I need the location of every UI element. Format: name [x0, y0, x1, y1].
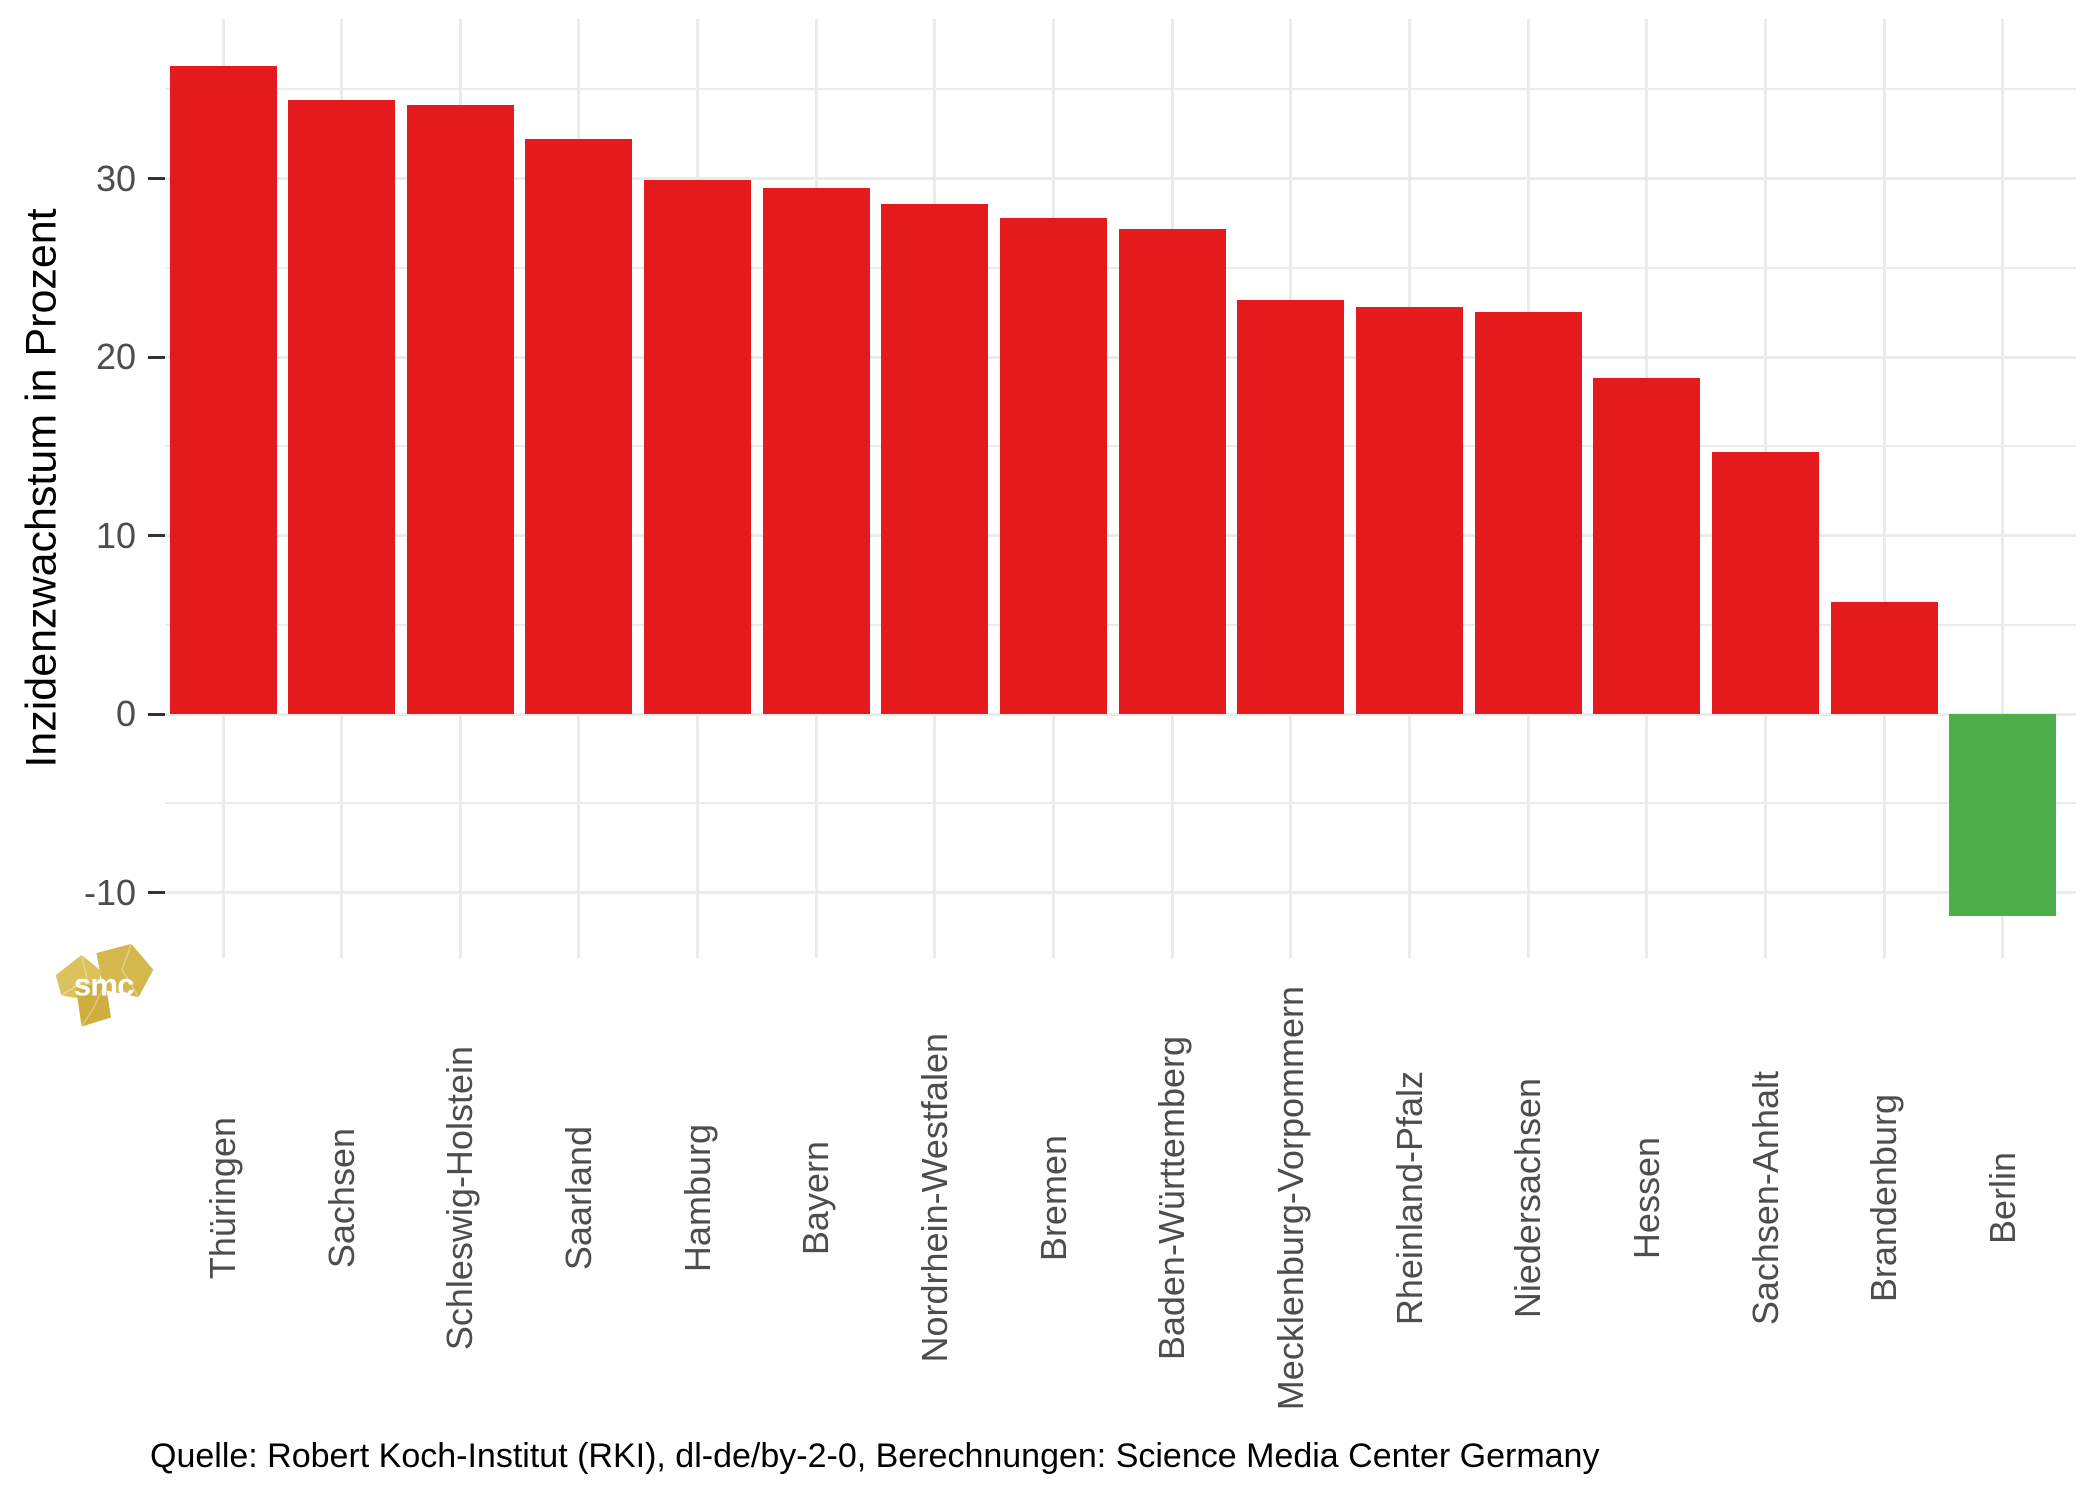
y-tick-label: 0	[115, 693, 136, 735]
major-gridline	[165, 891, 2076, 895]
bar-Hessen	[1593, 378, 1701, 715]
x-tick-label-text: Berlin	[1981, 1151, 2023, 1245]
x-tick-label-text: Niedersachsen	[1507, 1077, 1549, 1319]
bar-Hamburg	[644, 180, 752, 715]
logo-facet-line	[60, 954, 88, 996]
x-tick-label-text: Mecklenburg-Vorpommern	[1269, 985, 1311, 1411]
y-tick-mark	[148, 712, 165, 716]
y-tick-label: -10	[83, 871, 136, 913]
bar-Baden-Württemberg	[1118, 228, 1226, 715]
vertical-gridline	[2001, 19, 2005, 958]
y-tick-mark	[148, 534, 165, 538]
logo-facet-right	[96, 943, 154, 998]
bar-Schleswig-Holstein	[406, 105, 514, 715]
y-tick-label: 10	[95, 514, 136, 556]
x-tick-label-text: Saarland	[557, 1125, 599, 1271]
logo-text: smc	[74, 967, 134, 1002]
bar-Bayern	[762, 187, 870, 715]
logo-facet-line	[121, 943, 140, 998]
bar-Mecklenburg-Vorpommern	[1237, 299, 1345, 715]
x-tick-label-Berlin: Berlin	[1903, 968, 2100, 1428]
bar-Thüringen	[169, 66, 277, 715]
logo-facet-line	[80, 982, 107, 1028]
y-tick-label: 20	[95, 336, 136, 378]
smc-logo: smc	[55, 943, 154, 1028]
bar-Brandenburg	[1830, 601, 1938, 715]
x-tick-label-text: Thüringen	[202, 1116, 243, 1280]
y-tick-label: 30	[95, 157, 136, 199]
x-tick-label-text: Baden-Württemberg	[1151, 1035, 1193, 1361]
bar-Niedersachsen	[1474, 312, 1582, 715]
x-tick-label-text: Hamburg	[676, 1123, 718, 1273]
vertical-gridline	[1882, 19, 1886, 958]
bar-Berlin	[1949, 714, 2057, 916]
x-tick-label-text: Rheinland-Pfalz	[1388, 1070, 1430, 1326]
x-tick-label-text: Nordrhein-Westfalen	[913, 1033, 955, 1363]
y-axis-title: Inzidenzwachstum in Prozent	[17, 208, 66, 768]
bar-Rheinland-Pfalz	[1356, 307, 1464, 715]
major-gridline	[165, 177, 2076, 181]
bar-Sachsen	[288, 100, 396, 715]
plot-panel	[165, 19, 2076, 958]
y-tick-mark	[148, 177, 165, 181]
y-tick-mark	[148, 891, 165, 895]
x-tick-label-text: Sachsen-Anhalt	[1744, 1070, 1786, 1326]
major-gridline	[165, 712, 2076, 716]
x-tick-label-text: Bremen	[1032, 1134, 1074, 1262]
x-tick-label-text: Sachsen	[320, 1127, 362, 1269]
x-tick-label-text: Schleswig-Holstein	[439, 1045, 481, 1351]
logo-facet-bottom	[76, 982, 112, 1027]
minor-gridline	[165, 88, 2076, 91]
bar-Saarland	[525, 139, 633, 715]
minor-gridline	[165, 802, 2076, 805]
bar-Bremen	[1000, 217, 1108, 715]
x-tick-label-text: Hessen	[1625, 1136, 1667, 1260]
y-tick-mark	[148, 355, 165, 359]
bar-Sachsen-Anhalt	[1712, 451, 1820, 715]
source-caption: Quelle: Robert Koch-Institut (RKI), dl-d…	[150, 1437, 1600, 1475]
x-tick-label-text: Bayern	[795, 1140, 837, 1256]
x-tick-label-text: Brandenburg	[1863, 1093, 1905, 1303]
bar-Nordrhein-Westfalen	[881, 203, 989, 715]
